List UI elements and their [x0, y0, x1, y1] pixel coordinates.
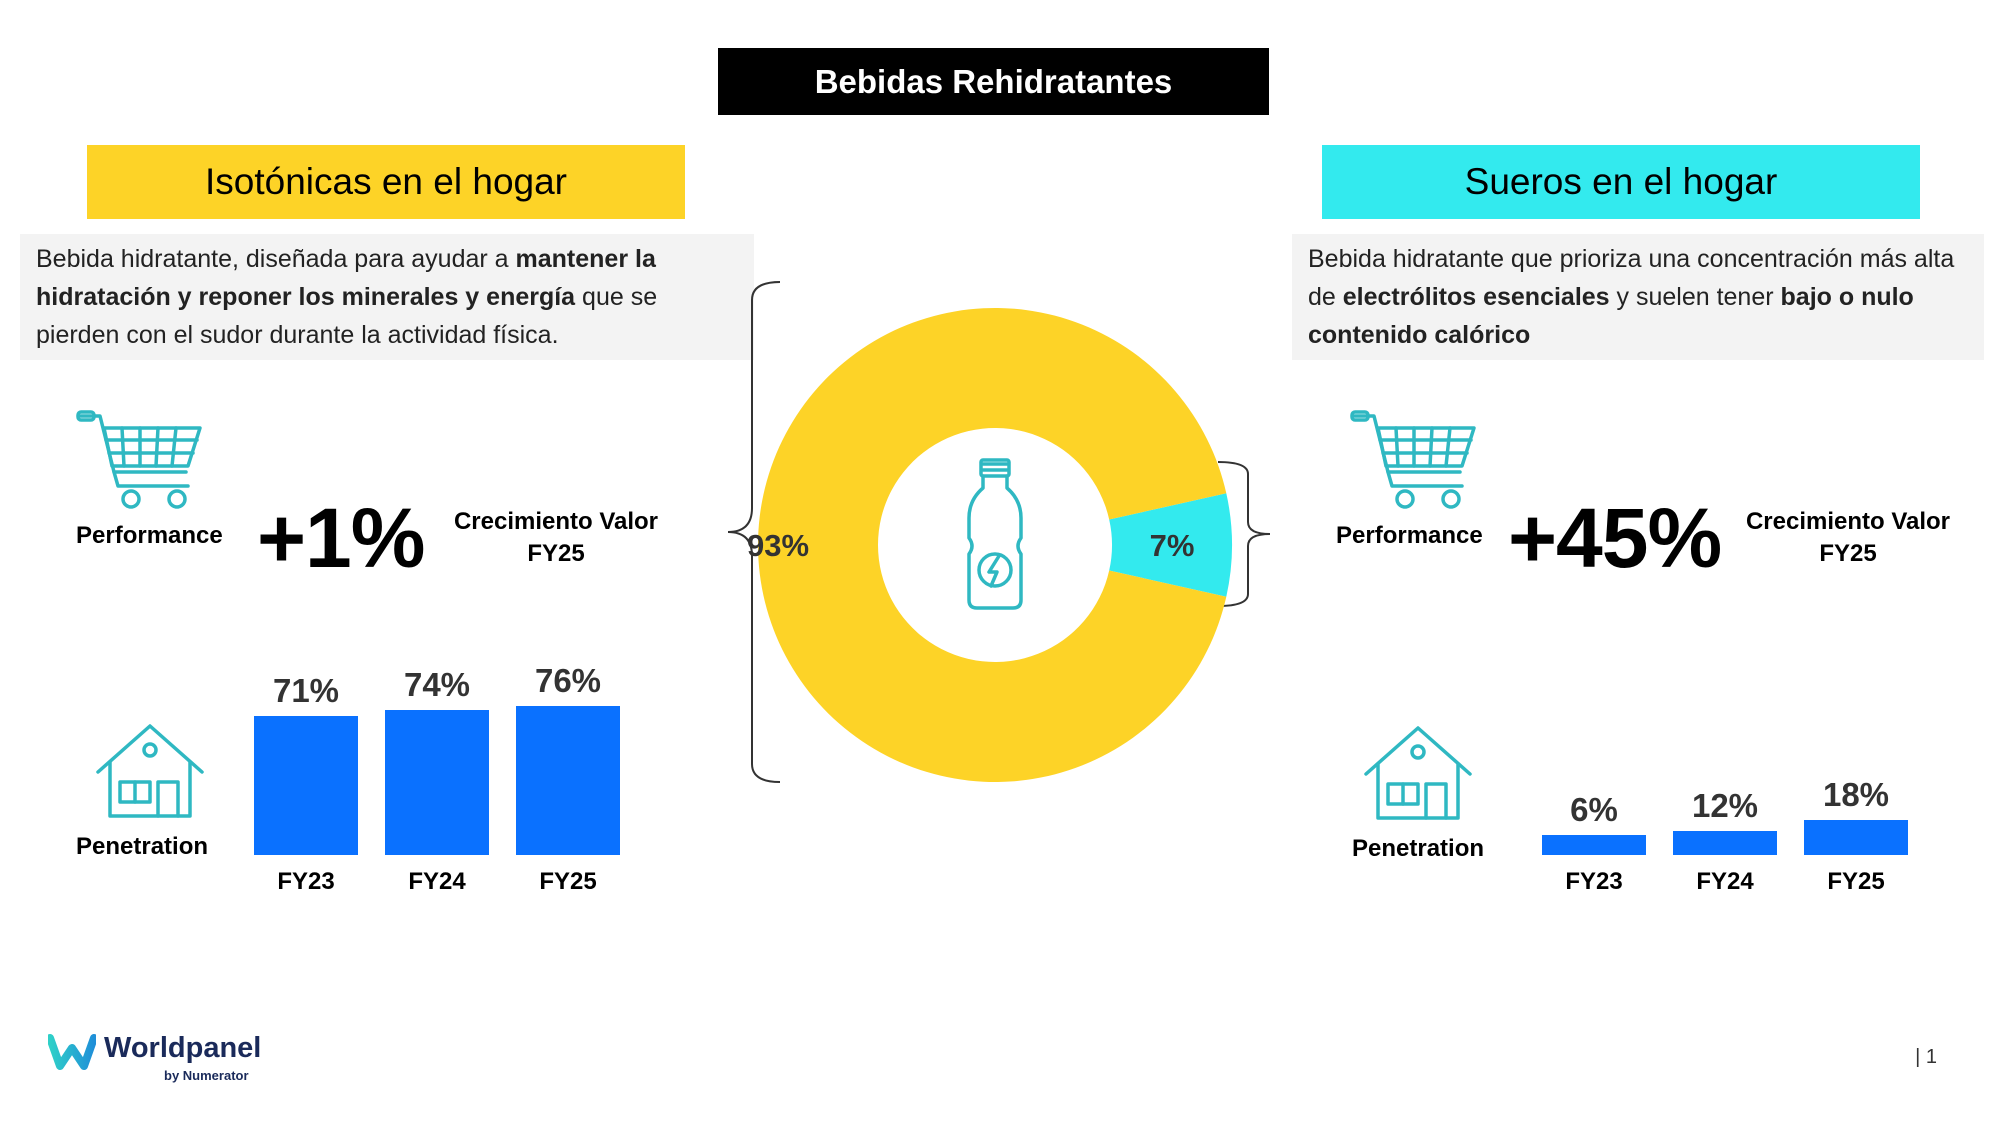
right-bar-label-fy25: 18%	[1822, 775, 1890, 813]
right-description-part-1: electrólitos esenciales	[1342, 283, 1610, 311]
left-category-fy24: FY24	[408, 868, 466, 895]
page-number: | 1	[1915, 1046, 1937, 1068]
right-bar-fy25	[1804, 819, 1908, 855]
cart-icon	[1350, 410, 1476, 509]
left-bar-label-fy24: 74%	[403, 665, 471, 703]
left-growth-label: Crecimiento Valor FY25	[453, 508, 659, 567]
house-icon	[1364, 726, 1472, 820]
left-description-part-2: que se pierden con el sudor durante la a…	[36, 283, 658, 349]
donut-slice-isotonicas	[758, 308, 1227, 782]
left-penetration-categories: FY23 FY24 FY25	[254, 868, 624, 898]
right-bar-label-fy23: 6%	[1570, 791, 1618, 828]
left-penetration-label: Penetration	[76, 833, 209, 860]
left-description-part-0: Bebida hidratante, diseñada para ayudar …	[36, 245, 516, 273]
donut-label-sueros: 7%	[1150, 528, 1195, 563]
isotonicas-description: Bebida hidratante, diseñada para ayudar …	[20, 234, 754, 360]
worldpanel-logo-subtext: by Numerator	[164, 1068, 249, 1083]
right-category-fy25: FY25	[1827, 868, 1885, 895]
right-brace	[1217, 461, 1271, 607]
right-description-part-3: bajo o nulo contenido calórico	[1308, 283, 1914, 349]
left-bar-label-fy23: 71%	[272, 671, 340, 709]
worldpanel-logo-text: Worldpanel	[104, 1032, 262, 1064]
isotonicas-heading: Isotónicas en el hogar	[87, 145, 685, 219]
bottle-icon	[967, 458, 1023, 610]
left-brace	[727, 281, 781, 783]
left-category-fy25: FY25	[539, 868, 597, 895]
right-penetration-chart: 6% 12% 18%	[1542, 640, 1912, 855]
right-description-part-0: Bebida hidratante que prioriza una conce…	[1308, 245, 1955, 311]
page-title: Bebidas Rehidratantes	[718, 48, 1269, 115]
right-growth-label: Crecimiento Valor FY25	[1745, 508, 1951, 567]
left-bar-label-fy25: 76%	[534, 662, 602, 700]
donut-label-isotonicas: 93%	[747, 528, 809, 563]
right-description-part-2: y suelen tener	[1609, 283, 1781, 311]
donut-slice-sueros	[1109, 493, 1232, 597]
cart-icon	[76, 410, 202, 509]
left-bar-fy25	[516, 706, 620, 855]
sueros-description: Bebida hidratante que prioriza una conce…	[1292, 234, 1984, 360]
left-bar-fy23	[254, 715, 358, 855]
sueros-heading: Sueros en el hogar	[1322, 145, 1920, 219]
right-performance-label: Performance	[1336, 522, 1483, 549]
worldpanel-logo-icon	[48, 1034, 96, 1070]
left-bar-fy24	[385, 709, 489, 855]
right-category-fy24: FY24	[1696, 868, 1754, 895]
left-penetration-chart: 71% 74% 76%	[254, 640, 624, 855]
right-bar-label-fy24: 12%	[1691, 787, 1759, 825]
right-penetration-categories: FY23 FY24 FY25	[1542, 868, 1912, 898]
left-category-fy23: FY23	[277, 868, 335, 895]
share-donut-chart: 7% 93%	[727, 281, 1271, 783]
right-category-fy23: FY23	[1565, 868, 1623, 895]
left-description-part-1: mantener la hidratación y reponer los mi…	[36, 245, 656, 311]
left-performance-label: Performance	[76, 522, 223, 549]
right-performance-value: +45%	[1508, 491, 1722, 585]
right-bar-fy24	[1673, 831, 1777, 855]
right-bar-fy23	[1542, 835, 1646, 855]
house-icon	[96, 724, 204, 818]
left-performance-value: +1%	[257, 491, 425, 585]
right-penetration-label: Penetration	[1352, 835, 1485, 862]
